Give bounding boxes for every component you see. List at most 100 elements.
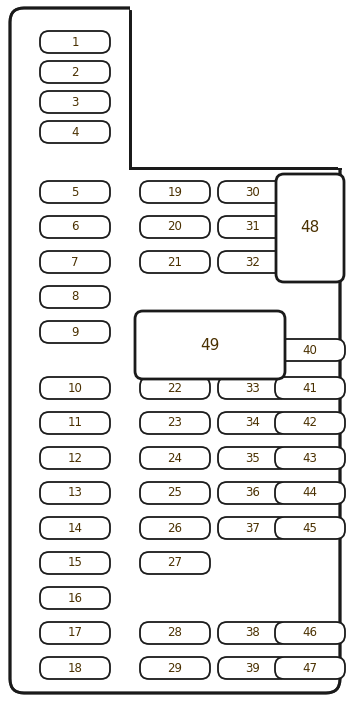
FancyBboxPatch shape xyxy=(40,412,110,434)
FancyBboxPatch shape xyxy=(40,622,110,644)
Bar xyxy=(130,6,344,168)
FancyBboxPatch shape xyxy=(276,174,344,282)
Bar xyxy=(131,8,341,167)
Text: 23: 23 xyxy=(168,416,182,430)
Text: 48: 48 xyxy=(300,221,320,236)
Text: 12: 12 xyxy=(68,451,83,465)
FancyBboxPatch shape xyxy=(40,321,110,343)
Text: 38: 38 xyxy=(246,627,260,639)
Text: 13: 13 xyxy=(68,486,83,500)
FancyBboxPatch shape xyxy=(218,412,288,434)
Text: 34: 34 xyxy=(246,416,260,430)
Text: 28: 28 xyxy=(168,627,182,639)
Text: 19: 19 xyxy=(168,186,182,198)
Text: 29: 29 xyxy=(168,662,182,674)
FancyBboxPatch shape xyxy=(140,251,210,273)
Text: 1: 1 xyxy=(71,36,79,48)
Text: 3: 3 xyxy=(71,95,79,109)
FancyBboxPatch shape xyxy=(140,482,210,504)
Text: 6: 6 xyxy=(71,221,79,233)
Text: 21: 21 xyxy=(168,255,182,268)
FancyBboxPatch shape xyxy=(40,121,110,143)
Text: 37: 37 xyxy=(246,522,260,534)
FancyBboxPatch shape xyxy=(140,412,210,434)
Bar xyxy=(338,6,342,168)
FancyBboxPatch shape xyxy=(218,657,288,679)
FancyBboxPatch shape xyxy=(275,412,345,434)
FancyBboxPatch shape xyxy=(40,251,110,273)
FancyBboxPatch shape xyxy=(275,377,345,399)
FancyBboxPatch shape xyxy=(140,216,210,238)
FancyBboxPatch shape xyxy=(40,61,110,83)
FancyBboxPatch shape xyxy=(140,517,210,539)
FancyBboxPatch shape xyxy=(40,657,110,679)
FancyBboxPatch shape xyxy=(40,587,110,609)
Text: 32: 32 xyxy=(246,255,260,268)
Text: 31: 31 xyxy=(246,221,260,233)
Text: 5: 5 xyxy=(71,186,79,198)
Text: 33: 33 xyxy=(246,381,260,395)
FancyBboxPatch shape xyxy=(218,482,288,504)
FancyBboxPatch shape xyxy=(40,181,110,203)
FancyBboxPatch shape xyxy=(40,447,110,469)
Text: 40: 40 xyxy=(302,343,317,357)
Text: 8: 8 xyxy=(71,290,79,304)
FancyBboxPatch shape xyxy=(40,91,110,113)
FancyBboxPatch shape xyxy=(140,447,210,469)
FancyBboxPatch shape xyxy=(140,657,210,679)
FancyBboxPatch shape xyxy=(140,552,210,574)
FancyBboxPatch shape xyxy=(218,622,288,644)
Text: 26: 26 xyxy=(168,522,182,534)
FancyBboxPatch shape xyxy=(140,377,210,399)
Text: 16: 16 xyxy=(68,592,83,604)
FancyBboxPatch shape xyxy=(140,181,210,203)
FancyBboxPatch shape xyxy=(218,377,288,399)
Bar xyxy=(131,7,341,167)
Text: 44: 44 xyxy=(302,486,317,500)
FancyBboxPatch shape xyxy=(275,482,345,504)
Text: 42: 42 xyxy=(302,416,317,430)
FancyBboxPatch shape xyxy=(40,31,110,53)
Text: 20: 20 xyxy=(168,221,182,233)
Text: 4: 4 xyxy=(71,125,79,139)
FancyBboxPatch shape xyxy=(275,657,345,679)
Text: 2: 2 xyxy=(71,65,79,79)
Text: 49: 49 xyxy=(200,337,220,353)
Text: 7: 7 xyxy=(71,255,79,268)
FancyBboxPatch shape xyxy=(218,216,288,238)
Text: 11: 11 xyxy=(68,416,83,430)
Text: 43: 43 xyxy=(302,451,317,465)
Text: 45: 45 xyxy=(302,522,317,534)
Text: 36: 36 xyxy=(246,486,260,500)
FancyBboxPatch shape xyxy=(40,482,110,504)
Text: 47: 47 xyxy=(302,662,317,674)
Text: 10: 10 xyxy=(68,381,83,395)
Text: 30: 30 xyxy=(246,186,260,198)
Text: 27: 27 xyxy=(168,557,182,569)
Text: 18: 18 xyxy=(68,662,83,674)
FancyBboxPatch shape xyxy=(275,622,345,644)
Text: 25: 25 xyxy=(168,486,182,500)
FancyBboxPatch shape xyxy=(135,311,285,379)
FancyBboxPatch shape xyxy=(218,181,288,203)
Text: 17: 17 xyxy=(68,627,83,639)
FancyBboxPatch shape xyxy=(275,339,345,361)
FancyBboxPatch shape xyxy=(40,216,110,238)
FancyBboxPatch shape xyxy=(275,447,345,469)
FancyBboxPatch shape xyxy=(218,517,288,539)
FancyBboxPatch shape xyxy=(140,622,210,644)
Text: 41: 41 xyxy=(302,381,317,395)
FancyBboxPatch shape xyxy=(40,377,110,399)
Text: 15: 15 xyxy=(68,557,83,569)
FancyBboxPatch shape xyxy=(218,251,288,273)
Text: 35: 35 xyxy=(246,451,260,465)
Text: 9: 9 xyxy=(71,325,79,339)
Text: 24: 24 xyxy=(168,451,182,465)
FancyBboxPatch shape xyxy=(275,517,345,539)
Text: 46: 46 xyxy=(302,627,317,639)
Bar xyxy=(130,6,342,10)
FancyBboxPatch shape xyxy=(40,286,110,308)
FancyBboxPatch shape xyxy=(40,517,110,539)
FancyBboxPatch shape xyxy=(10,8,340,693)
Text: 22: 22 xyxy=(168,381,182,395)
